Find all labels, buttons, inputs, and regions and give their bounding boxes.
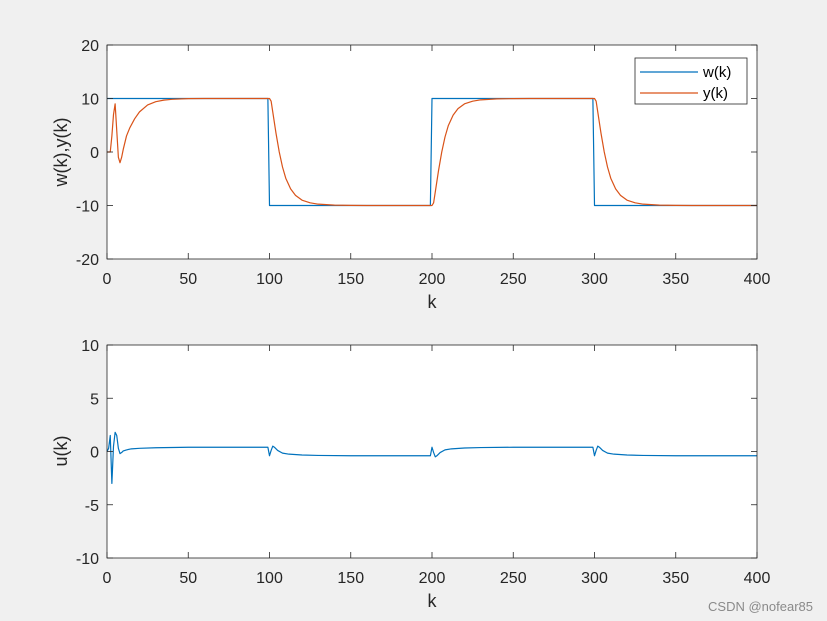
top-y-tick-label: 0 bbox=[90, 145, 99, 162]
top-y-tick-label: -10 bbox=[76, 199, 99, 216]
top-y-tick-label: -20 bbox=[76, 252, 99, 269]
legend-box bbox=[634, 57, 748, 105]
legend-label-w: w(k) bbox=[702, 64, 731, 81]
bottom-axes: 0 50 100 150 200 250 300 350 400 -10 -5 0 5 10 k u(k) bbox=[51, 338, 770, 611]
bottom-y-tick-label: 0 bbox=[90, 445, 99, 462]
top-axes: 0 50 100 150 200 250 300 350 400 -20 -10 0 10 20 k w(… bbox=[51, 38, 770, 312]
bottom-x-axis-label: k bbox=[428, 591, 438, 611]
bottom-y-tick-label: -5 bbox=[85, 498, 99, 515]
top-series-line-2 bbox=[107, 97, 757, 207]
bottom-x-tick-label: 350 bbox=[662, 570, 689, 587]
top-x-tick-label: 250 bbox=[500, 271, 527, 288]
bottom-x-tick-label: 150 bbox=[337, 570, 364, 587]
top-y-axis-label: w(k),y(k) bbox=[51, 118, 71, 188]
legend-label-y: y(k) bbox=[703, 85, 728, 102]
bottom-x-tick-label: 300 bbox=[581, 570, 608, 587]
top-x-tick-label: 100 bbox=[256, 271, 283, 288]
top-x-tick-label: 400 bbox=[744, 271, 771, 288]
top-series-layer bbox=[107, 97, 757, 207]
bottom-y-axis-label: u(k) bbox=[51, 436, 71, 467]
top-x-tick-label: 0 bbox=[103, 271, 112, 288]
top-y-tick-label: 10 bbox=[81, 92, 99, 109]
top-ticks: 0 50 100 150 200 250 300 350 400 -20 -10 0 10 20 bbox=[76, 38, 771, 288]
top-x-tick-label: 300 bbox=[581, 271, 608, 288]
top-y-tick-label: 20 bbox=[81, 38, 99, 55]
legend: w(k) y(k) bbox=[634, 57, 748, 105]
bottom-x-tick-label: 0 bbox=[103, 570, 112, 587]
top-x-tick-label: 50 bbox=[179, 271, 197, 288]
bottom-series-layer bbox=[106, 431, 757, 485]
bottom-plot-area bbox=[107, 345, 757, 558]
bottom-ticks: 0 50 100 150 200 250 300 350 400 -10 -5 0 5 10 bbox=[76, 338, 771, 587]
watermark: CSDN @nofear85 bbox=[708, 599, 813, 614]
bottom-y-tick-label: 5 bbox=[90, 391, 99, 408]
top-x-axis-label: k bbox=[428, 292, 438, 312]
bottom-x-tick-label: 50 bbox=[179, 570, 197, 587]
top-x-tick-label: 150 bbox=[337, 271, 364, 288]
bottom-x-tick-label: 250 bbox=[500, 570, 527, 587]
top-x-tick-label: 350 bbox=[662, 271, 689, 288]
bottom-y-tick-label: 10 bbox=[81, 338, 99, 355]
bottom-series-line-1 bbox=[106, 431, 757, 485]
bottom-x-tick-label: 100 bbox=[256, 570, 283, 587]
bottom-x-tick-label: 200 bbox=[419, 570, 446, 587]
top-x-tick-label: 200 bbox=[419, 271, 446, 288]
bottom-x-tick-label: 400 bbox=[744, 570, 771, 587]
bottom-y-tick-label: -10 bbox=[76, 551, 99, 568]
